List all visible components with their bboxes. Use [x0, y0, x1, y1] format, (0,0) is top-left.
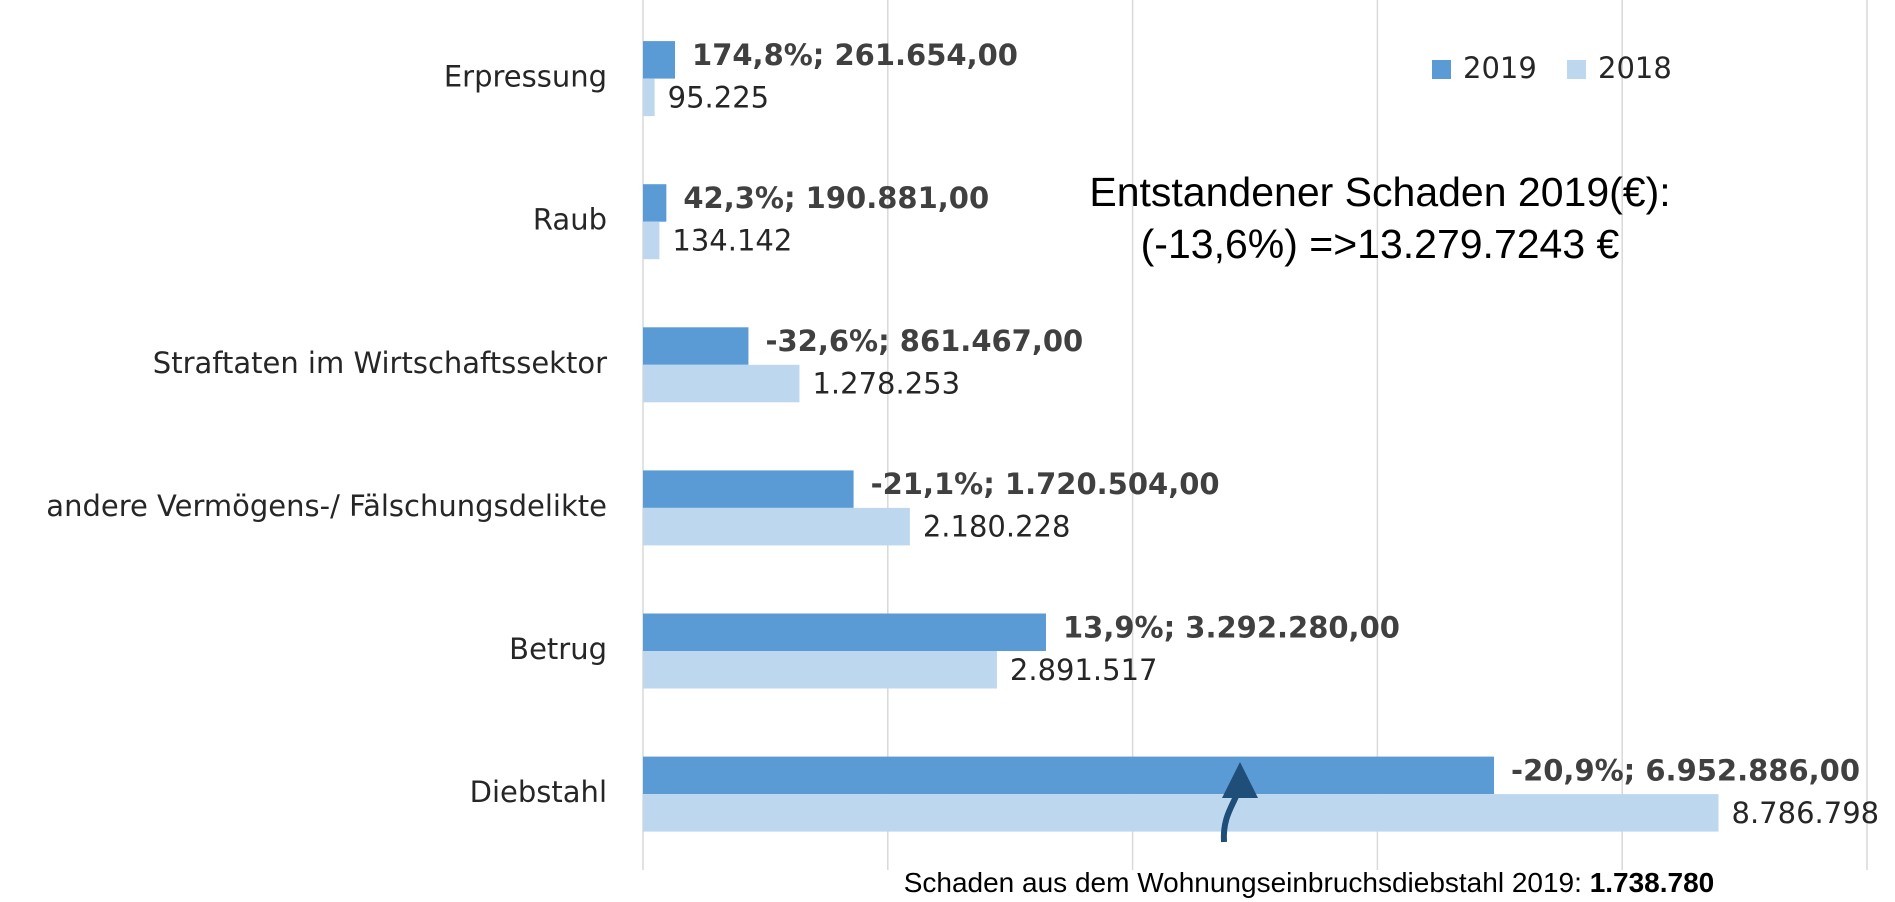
- bar: [643, 364, 800, 403]
- value-label: 2.180.228: [923, 510, 1071, 544]
- value-label: 134.142: [672, 223, 792, 257]
- value-label: 95.225: [668, 80, 769, 114]
- bar: [643, 794, 1719, 832]
- legend-label: 2018: [1598, 51, 1672, 85]
- value-label: 13,9%; 3.292.280,00: [1063, 610, 1400, 644]
- value-label: 1.278.253: [812, 367, 960, 401]
- footnote: Schaden aus dem Wohnungseinbruchsdiebsta…: [904, 867, 1715, 898]
- value-label: 42,3%; 190.881,00: [683, 181, 989, 215]
- legend-label: 2019: [1463, 51, 1537, 85]
- bar: [643, 221, 660, 260]
- value-label: 8.786.798: [1732, 796, 1880, 830]
- category-label: Erpressung: [444, 60, 607, 94]
- legend-swatch: [1567, 60, 1586, 79]
- bar: [643, 756, 1495, 795]
- category-label: Raub: [533, 203, 607, 237]
- legend-swatch: [1432, 60, 1451, 79]
- category-label: Diebstahl: [470, 775, 607, 809]
- bar: [643, 78, 655, 117]
- value-label: 174,8%; 261.654,00: [692, 38, 1018, 72]
- bar: [643, 613, 1046, 651]
- arrow: [1220, 762, 1258, 843]
- footnote-value: 1.738.780: [1590, 867, 1715, 898]
- bar: [643, 184, 667, 222]
- bar: [643, 327, 749, 365]
- category-label: Straftaten im Wirtschaftssektor: [153, 346, 607, 380]
- annotation-total: (-13,6%) =>13.279.7243 €: [1141, 221, 1620, 267]
- value-label: -32,6%; 861.467,00: [765, 324, 1083, 358]
- bar: [643, 470, 854, 508]
- category-label: Betrug: [509, 632, 607, 666]
- bars: [643, 41, 1719, 832]
- value-label: -21,1%; 1.720.504,00: [871, 467, 1220, 501]
- bar: [643, 507, 910, 546]
- footnote-text: Schaden aus dem Wohnungseinbruchsdiebsta…: [904, 867, 1590, 898]
- value-label: -20,9%; 6.952.886,00: [1511, 753, 1860, 787]
- category-label: andere Vermögens-/ Fälschungsdelikte: [46, 489, 607, 523]
- bar: [643, 651, 997, 689]
- grid: [642, 0, 1868, 870]
- annotation-title: Entstandener Schaden 2019(€):: [1089, 169, 1670, 215]
- value-label: 2.891.517: [1010, 653, 1158, 687]
- bar: [643, 41, 676, 79]
